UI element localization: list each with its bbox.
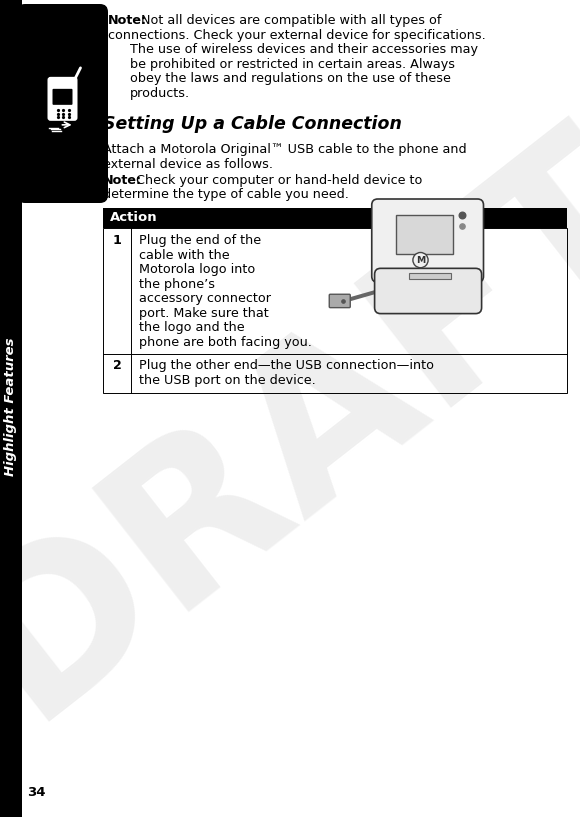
FancyBboxPatch shape [17,4,108,203]
Bar [409,274,451,279]
Text: connections. Check your external device for specifications.: connections. Check your external device … [108,29,486,42]
Text: Motorola logo into: Motorola logo into [139,263,255,276]
Text: phone are both facing you.: phone are both facing you. [139,336,312,349]
Text: M: M [416,256,425,265]
Text: the logo and the: the logo and the [139,321,245,334]
Text: Setting Up a Cable Connection: Setting Up a Cable Connection [103,114,402,132]
Text: 1: 1 [113,234,121,247]
Text: the phone’s: the phone’s [139,278,215,291]
FancyBboxPatch shape [375,268,481,314]
Text: Check your computer or hand-held device to: Check your computer or hand-held device … [132,173,422,186]
Text: Plug the other end—the USB connection—into: Plug the other end—the USB connection—in… [139,359,434,372]
Text: the USB port on the device.: the USB port on the device. [139,373,316,386]
FancyBboxPatch shape [48,77,78,121]
Text: obey the laws and regulations on the use of these: obey the laws and regulations on the use… [130,72,451,85]
Text: Highlight Features: Highlight Features [5,337,17,476]
Text: Note:: Note: [108,14,147,27]
Text: Not all devices are compatible with all types of: Not all devices are compatible with all … [136,14,441,27]
Text: port. Make sure that: port. Make sure that [139,306,269,319]
Text: determine the type of cable you need.: determine the type of cable you need. [103,188,349,201]
Bar [103,228,567,393]
FancyBboxPatch shape [372,199,484,282]
Text: Action: Action [110,211,158,224]
Text: Attach a Motorola Original™ USB cable to the phone and: Attach a Motorola Original™ USB cable to… [103,143,467,156]
Text: 2: 2 [113,359,121,372]
Circle shape [413,252,428,268]
Text: Note:: Note: [103,173,142,186]
Bar [396,215,453,254]
Bar [103,208,567,228]
Bar [0,0,22,817]
Text: external device as follows.: external device as follows. [103,158,273,171]
FancyBboxPatch shape [329,294,350,308]
Text: accessory connector: accessory connector [139,292,271,305]
Text: 34: 34 [27,786,45,799]
Text: be prohibited or restricted in certain areas. Always: be prohibited or restricted in certain a… [130,57,455,70]
Text: products.: products. [130,87,190,100]
Text: Plug the end of the: Plug the end of the [139,234,261,247]
Text: DRAFT: DRAFT [0,97,580,757]
Text: cable with the: cable with the [139,248,230,261]
FancyBboxPatch shape [53,89,72,105]
Text: The use of wireless devices and their accessories may: The use of wireless devices and their ac… [130,43,478,56]
